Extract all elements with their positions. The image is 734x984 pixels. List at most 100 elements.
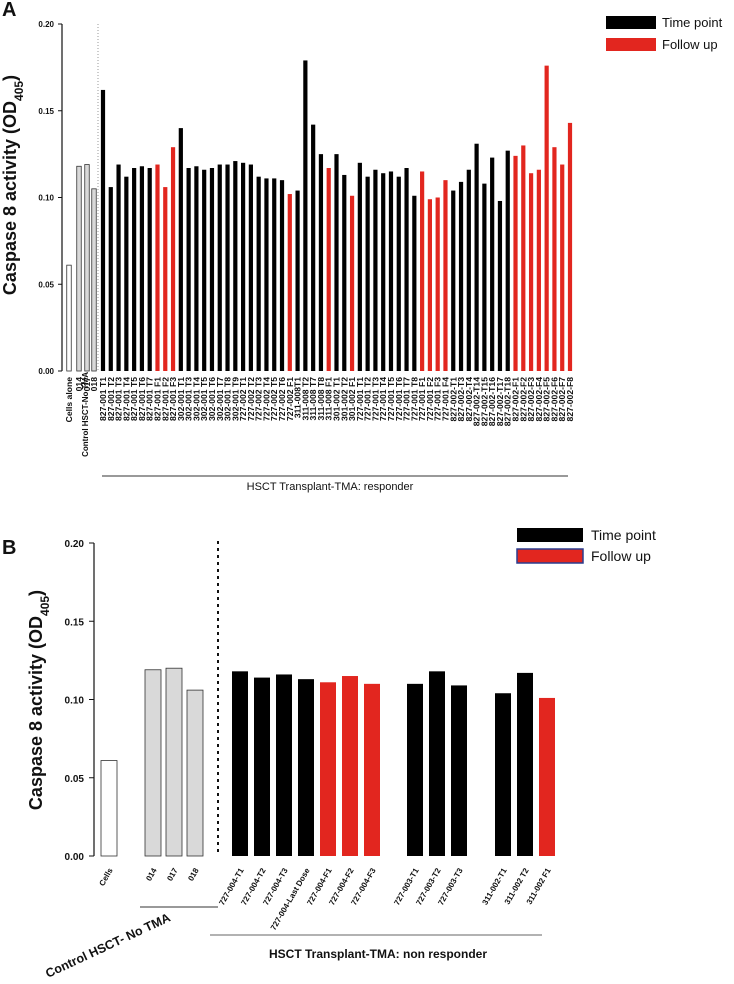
panel-a-xtick-827-002-t16: 827-002-T16 [487, 377, 497, 426]
panel-b-bar-727-004-f3 [364, 683, 380, 856]
panel-a-bar-727-001-f2 [427, 199, 432, 371]
legend-b-swatch-time-point [517, 528, 583, 542]
panel-a-bar-301-002-f1 [349, 195, 355, 371]
panel-b-xtick-cells: Cells [97, 866, 115, 888]
legend-swatch-time-point [606, 16, 656, 29]
panel-a-bar-827-001-f1 [155, 164, 160, 371]
panel-a-bar-302-001-t3 [186, 168, 191, 371]
panel-a-xtick-727-002-t4: 727-002 T4 [261, 377, 271, 421]
panel-b-bar-727-003-t2 [429, 671, 445, 856]
panel-a-xtick-311-008t1: 311-008T1 [293, 377, 303, 418]
panel-a-xtick-727-001-t6: 727-001 T6 [394, 377, 404, 421]
panel-a-xtick-018: 018 [89, 377, 99, 392]
panel-a-xtick-727-001-t4: 727-001 T4 [378, 377, 388, 421]
panel-a-bar-302-001-t9 [233, 161, 238, 371]
panel-b: B Caspase 8 activity (OD405) 0.00 0.05 0.1… [2, 527, 656, 981]
panel-b-ytick-label: 0.05 [65, 774, 85, 785]
panel-a-xtick-827-002-t1: 827-002-T1 [448, 377, 458, 422]
panel-a-group-label-transplant: HSCT Transplant-TMA: responder [247, 481, 414, 493]
panel-a-bar-302-001-t6 [209, 168, 215, 371]
panel-a-bar-827-001-f3 [170, 147, 176, 371]
panel-a-bar-302-001-t1 [178, 128, 183, 371]
panel-b-bar-727-004-t1 [232, 671, 248, 856]
panel-a-bar-017 [84, 164, 90, 372]
panel-b-legend: Time point Follow up [516, 527, 656, 564]
panel-b-xtick-017: 017 [165, 866, 180, 883]
panel-a-bar-727-001-t4 [381, 173, 386, 371]
panel-a-bar-827-002-f4 [536, 169, 541, 371]
panel-a-bar-827-002-f8 [567, 122, 573, 372]
panel-a-bar-827-002-f2 [521, 145, 526, 371]
legend-label-time-point: Time point [662, 15, 723, 30]
panel-a-xtick-827-002-f8: 827-002-F8 [565, 377, 575, 422]
panel-a-xtick-727-002-t2: 727-002 T2 [246, 377, 256, 421]
panel-a-bar-727-001-t3 [373, 169, 378, 371]
panel-b-group-label-control: Control HSCT- No TMA [43, 911, 172, 981]
panel-a-ytick-label: 0.05 [38, 280, 54, 289]
panel-a-bar-827-002-f3 [528, 173, 534, 371]
panel-a-bar-827-001-t3 [116, 164, 121, 371]
panel-a-xtick-727-001-f1: 727-001 F1 [417, 377, 427, 421]
panel-a-xtick-727-001-t2: 727-001 T2 [363, 377, 373, 421]
panel-b-bar-727-004-t2 [254, 677, 270, 856]
legend-swatch-follow-up [606, 38, 656, 51]
panel-a-xtick-827-001-t3: 827-001 T3 [114, 377, 124, 421]
panel-a-letter: A [2, 0, 16, 21]
panel-a-bar-018 [91, 188, 97, 372]
panel-a-xtick-827-002-f2: 827-002-F2 [518, 377, 528, 422]
panel-a-bar-827-002-t3 [458, 181, 464, 371]
panel-a-bars [66, 60, 573, 372]
panel-a-bar-cells-alone [66, 264, 72, 372]
panel-a-bar-827-002-f6 [552, 147, 557, 371]
panel-a-bar-827-002-t4 [466, 169, 471, 371]
panel-a-bar-827-001-t2 [108, 187, 113, 371]
panel-a-bar-827-002-f1 [513, 155, 518, 371]
panel-a-xtick-727-002-t1: 727-002 T1 [238, 377, 248, 421]
panel-b-bar-018 [186, 689, 204, 857]
panel-a-xtick-827-001-f1: 827-001 F1 [152, 377, 162, 421]
panel-b-bar-727-004-t3 [276, 674, 292, 856]
panel-a-xtick-827-002-t17: 827-002-T17 [495, 377, 505, 426]
panel-a-bar-827-002-f5 [544, 65, 549, 371]
legend-b-swatch-follow-up [516, 548, 584, 564]
panel-a-bar-302-001-t7 [217, 164, 222, 371]
panel-a-xtick-017: 017 [82, 377, 92, 392]
panel-b-xtick-018: 018 [186, 866, 201, 883]
panel-a-xtick-827-001-f2: 827-001 F2 [160, 377, 170, 421]
panel-a-bar-727-001-t1 [357, 162, 362, 371]
panel-a-ytick-label: 0.00 [38, 367, 54, 376]
panel-a-bar-827-002-t15 [482, 183, 487, 371]
panel-a-xtick-827-001-t2: 827-001 T2 [106, 377, 116, 421]
panel-b-bar-311-002-t1 [495, 693, 511, 856]
panel-a-bar-727-002-t5 [272, 178, 277, 371]
panel-a-xtick-827-002-t3: 827-002-T3 [456, 377, 466, 422]
panel-a-bar-727-002-t3 [256, 176, 261, 371]
panel-b-bar-727-004-last-dose [298, 679, 314, 856]
panel-a-xtick-cells-alone: Cells alone [64, 377, 74, 423]
panel-a-bar-311-008-t8 [318, 154, 324, 371]
panel-a-bar-827-002-t1 [451, 190, 456, 371]
panel-a-xtick-311-008-t8: 311-008 T8 [316, 377, 326, 421]
panel-b-bar-311-002-t2 [517, 672, 533, 856]
panel-b-bar-014 [144, 669, 162, 857]
panel-b-ytick-label: 0.10 [65, 696, 85, 707]
legend-b-label-follow-up: Follow up [591, 548, 651, 564]
panel-a-ytick-label: 0.10 [38, 194, 54, 203]
panel-a-ytick-label: 0.15 [38, 107, 54, 116]
panel-a-xtick-827-001-t5: 827-001 T5 [129, 377, 139, 421]
panel-a-bar-827-002-t17 [497, 200, 503, 371]
panel-a-bar-727-001-t6 [396, 176, 401, 371]
panel-a-xtick-302-001-t3: 302-001 T3 [184, 377, 194, 421]
panel-a-bar-302-001-t5 [202, 169, 207, 371]
panel-a-bar-301-002-t1 [334, 154, 339, 371]
panel-a-ytick-label: 0.20 [38, 20, 54, 29]
panel-a-bar-727-002-t4 [264, 178, 269, 371]
panel-a-xtick-827-002-f7: 827-002-F7 [557, 377, 567, 422]
panel-a-bar-727-001-t2 [365, 176, 370, 371]
panel-a-xtick-827-002-t14: 827-002-T14 [472, 377, 482, 426]
panel-a-bar-301-002-t2 [342, 174, 347, 371]
panel-a-bar-827-001-t1 [100, 89, 106, 372]
panel-b-bar-727-004-f2 [342, 676, 358, 856]
panel-a-bar-014 [76, 165, 82, 372]
